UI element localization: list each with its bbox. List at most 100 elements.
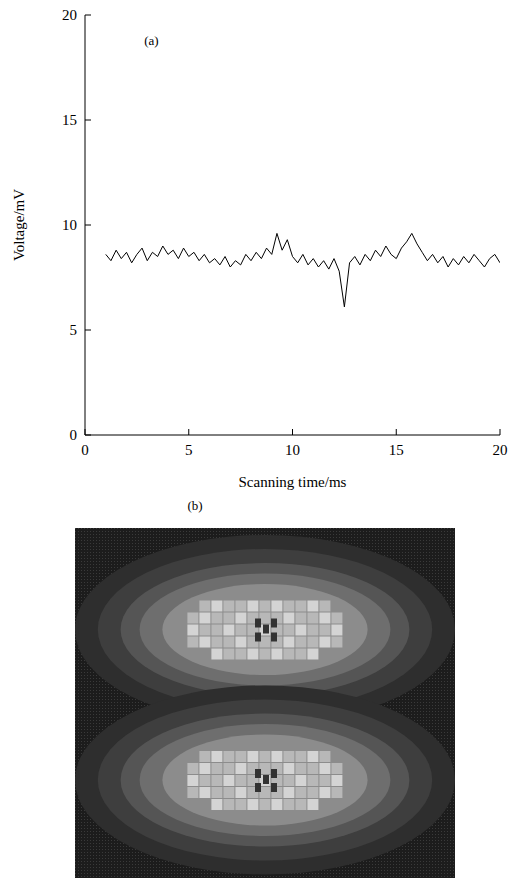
- blob-core-pixel: [319, 613, 330, 624]
- blob-core-pixel: [223, 613, 234, 624]
- blob-core-pixel: [235, 775, 246, 786]
- blob-core-pixel: [211, 763, 222, 774]
- blob-core-pixel: [187, 625, 198, 636]
- figure: 0510152005101520Scanning time/msVoltage/…: [0, 0, 518, 885]
- blob-core-pixel: [235, 787, 246, 798]
- blob-ring: [75, 686, 455, 875]
- blob-core-pixel: [259, 601, 270, 612]
- panel-label: (b): [187, 498, 202, 513]
- blob-core-pixel: [319, 625, 330, 636]
- blob-core-pixel: [235, 625, 246, 636]
- y-tick: [85, 435, 91, 436]
- blob-core-pixel: [199, 763, 210, 774]
- blob-core-pixel: [223, 763, 234, 774]
- x-tick-label: 0: [81, 442, 89, 458]
- blob-core-pixel: [211, 613, 222, 624]
- blob-core-pixel: [307, 625, 318, 636]
- blob-dark-spot: [271, 783, 277, 792]
- blob-core-pixel: [307, 649, 318, 660]
- blob-core-pixel: [199, 613, 210, 624]
- blob-core-pixel: [295, 763, 306, 774]
- blob-core-pixel: [211, 649, 222, 660]
- image-background: [75, 528, 455, 878]
- blob-core-pixel: [247, 751, 258, 762]
- blob-dark-spot: [271, 769, 277, 778]
- blob-core-pixel: [259, 787, 270, 798]
- blob-core-pixel: [259, 763, 270, 774]
- blob-core-pixel: [307, 763, 318, 774]
- x-tick-label: 5: [185, 442, 193, 458]
- y-tick-label: 10: [62, 217, 77, 233]
- blob-core-pixel: [235, 613, 246, 624]
- blob-dark-spot: [263, 625, 269, 634]
- x-tick: [292, 429, 293, 435]
- blob-core-pixel: [259, 751, 270, 762]
- blob-core-pixel: [223, 787, 234, 798]
- blob-core-pixel: [283, 775, 294, 786]
- blob-ring: [121, 714, 410, 847]
- blob-core-pixel: [247, 799, 258, 810]
- blob-core-pixel: [319, 637, 330, 648]
- y-tick-label: 15: [62, 112, 77, 128]
- blob-core-pixel: [283, 799, 294, 810]
- blob-core-pixel: [271, 751, 282, 762]
- blob-core-pixel: [295, 649, 306, 660]
- blob-core-pixel: [211, 601, 222, 612]
- panel-label: (a): [144, 33, 158, 48]
- y-tick: [85, 330, 91, 331]
- blob-core-pixel: [331, 625, 342, 636]
- blob-core-pixel: [283, 763, 294, 774]
- y-tick: [85, 120, 91, 121]
- blob-ring: [140, 574, 391, 686]
- blob-core-pixel: [295, 625, 306, 636]
- blob-dark-spot: [271, 633, 277, 642]
- blob-core-pixel: [223, 637, 234, 648]
- x-tick-label: 15: [389, 442, 404, 458]
- blob-core-pixel: [295, 601, 306, 612]
- signal-line: [106, 233, 500, 307]
- blob-core-pixel: [319, 601, 330, 612]
- blob-core-pixel: [247, 649, 258, 660]
- blob-core-pixel: [271, 799, 282, 810]
- image-panel: (b): [75, 498, 455, 878]
- x-axis-title: Scanning time/ms: [239, 474, 347, 490]
- blob-core-pixel: [283, 625, 294, 636]
- blob-core-pixel: [295, 751, 306, 762]
- blob-core-pixel: [211, 637, 222, 648]
- y-tick-label: 0: [70, 427, 78, 443]
- blob-ring: [162, 584, 367, 675]
- blob-core-pixel: [235, 637, 246, 648]
- blob-core-pixel: [259, 625, 270, 636]
- blob-core-pixel: [187, 637, 198, 648]
- blob-core-pixel: [259, 613, 270, 624]
- blob-core-pixel: [187, 775, 198, 786]
- blob-core-pixel: [295, 799, 306, 810]
- blob-core-pixel: [199, 637, 210, 648]
- blob-core-pixel: [271, 601, 282, 612]
- blob-core-pixel: [235, 751, 246, 762]
- x-tick: [500, 429, 501, 435]
- blob-core-pixel: [307, 787, 318, 798]
- blob-core-pixel: [199, 775, 210, 786]
- blob-core-pixel: [235, 799, 246, 810]
- blob-core-pixel: [235, 763, 246, 774]
- blob-core-pixel: [259, 775, 270, 786]
- blob-core-pixel: [259, 799, 270, 810]
- blob-ring: [140, 724, 391, 836]
- blob-ring: [121, 563, 410, 696]
- blob-core-pixel: [223, 625, 234, 636]
- blob-core-pixel: [283, 649, 294, 660]
- x-tick: [85, 429, 86, 435]
- blob-core-pixel: [223, 799, 234, 810]
- blob-core-pixel: [331, 637, 342, 648]
- plot-area: [106, 233, 500, 307]
- blob-core-pixel: [307, 613, 318, 624]
- y-axis-title: Voltage/mV: [11, 189, 27, 261]
- blob-core-pixel: [211, 775, 222, 786]
- blob-dark-spot: [255, 783, 261, 792]
- blob-core-pixel: [307, 775, 318, 786]
- blob-core-pixel: [319, 775, 330, 786]
- blob-core-pixel: [307, 601, 318, 612]
- blob-core-pixel: [187, 763, 198, 774]
- blob-core-pixel: [187, 613, 198, 624]
